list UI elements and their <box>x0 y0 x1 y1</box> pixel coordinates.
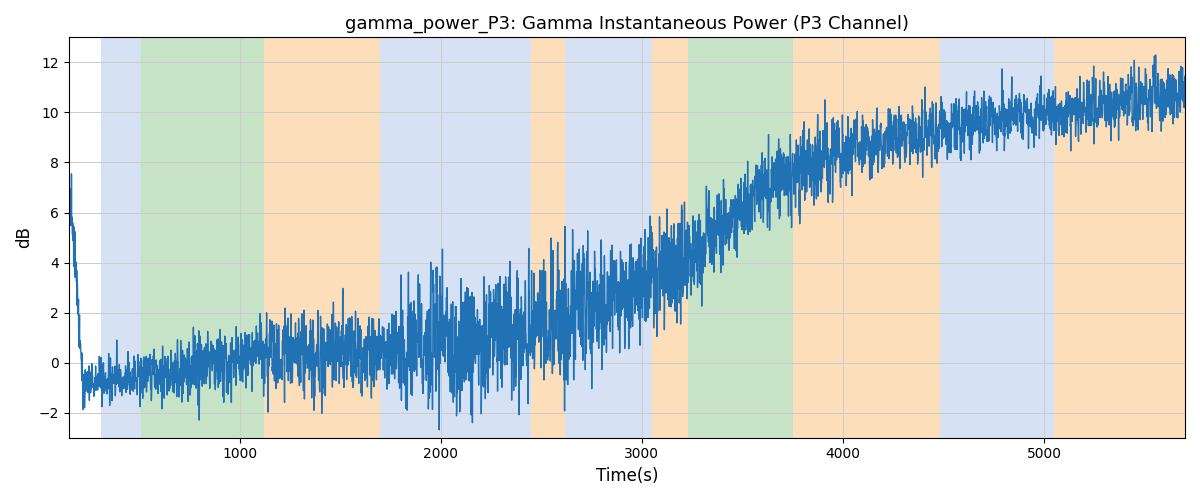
Bar <box>688 38 793 438</box>
Bar <box>101 38 142 438</box>
Bar <box>142 38 264 438</box>
Bar <box>652 38 688 438</box>
Bar <box>793 38 940 438</box>
Bar <box>940 38 1055 438</box>
Bar <box>380 38 532 438</box>
X-axis label: Time(s): Time(s) <box>595 467 658 485</box>
Bar <box>565 38 652 438</box>
Y-axis label: dB: dB <box>16 226 34 248</box>
Bar <box>532 38 565 438</box>
Bar <box>1055 38 1186 438</box>
Bar <box>264 38 380 438</box>
Title: gamma_power_P3: Gamma Instantaneous Power (P3 Channel): gamma_power_P3: Gamma Instantaneous Powe… <box>344 15 908 34</box>
